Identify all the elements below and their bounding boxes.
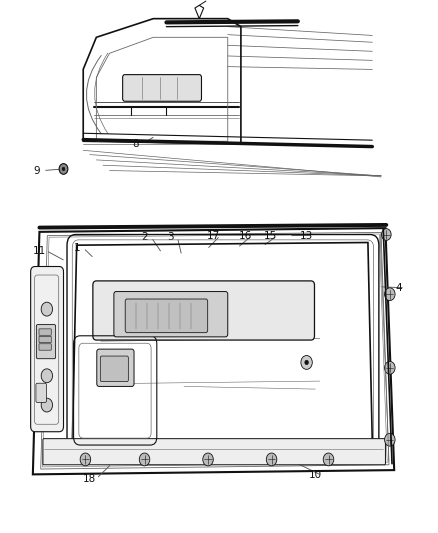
FancyBboxPatch shape [36,383,46,402]
Text: 4: 4 [395,283,402,293]
Circle shape [41,398,53,412]
FancyBboxPatch shape [100,356,128,382]
Text: 16: 16 [239,231,252,240]
Text: 9: 9 [33,166,40,175]
Circle shape [62,167,65,171]
FancyBboxPatch shape [114,292,228,337]
Text: 10: 10 [309,471,322,480]
FancyBboxPatch shape [39,344,51,350]
FancyBboxPatch shape [39,329,51,335]
Text: 1: 1 [73,243,80,253]
Text: 11: 11 [33,246,46,255]
Text: 18: 18 [83,474,96,483]
FancyBboxPatch shape [31,266,64,432]
Circle shape [385,433,395,446]
FancyBboxPatch shape [97,349,134,386]
FancyBboxPatch shape [123,75,201,101]
Text: 2: 2 [141,232,148,242]
Circle shape [381,229,391,240]
Circle shape [305,360,308,365]
Text: 3: 3 [167,232,174,242]
Circle shape [41,369,53,383]
Circle shape [266,453,277,466]
FancyBboxPatch shape [43,439,385,465]
Text: 8: 8 [132,139,139,149]
Circle shape [59,164,68,174]
Circle shape [203,453,213,466]
Circle shape [41,302,53,316]
Text: 15: 15 [264,231,277,240]
FancyBboxPatch shape [93,281,314,340]
Text: 17: 17 [207,231,220,240]
Circle shape [385,361,395,374]
FancyBboxPatch shape [36,325,56,359]
FancyBboxPatch shape [125,299,208,333]
Circle shape [385,288,395,301]
Text: 13: 13 [300,231,313,240]
FancyBboxPatch shape [39,336,51,343]
Circle shape [323,453,334,466]
Circle shape [139,453,150,466]
Circle shape [301,356,312,369]
Circle shape [80,453,91,466]
